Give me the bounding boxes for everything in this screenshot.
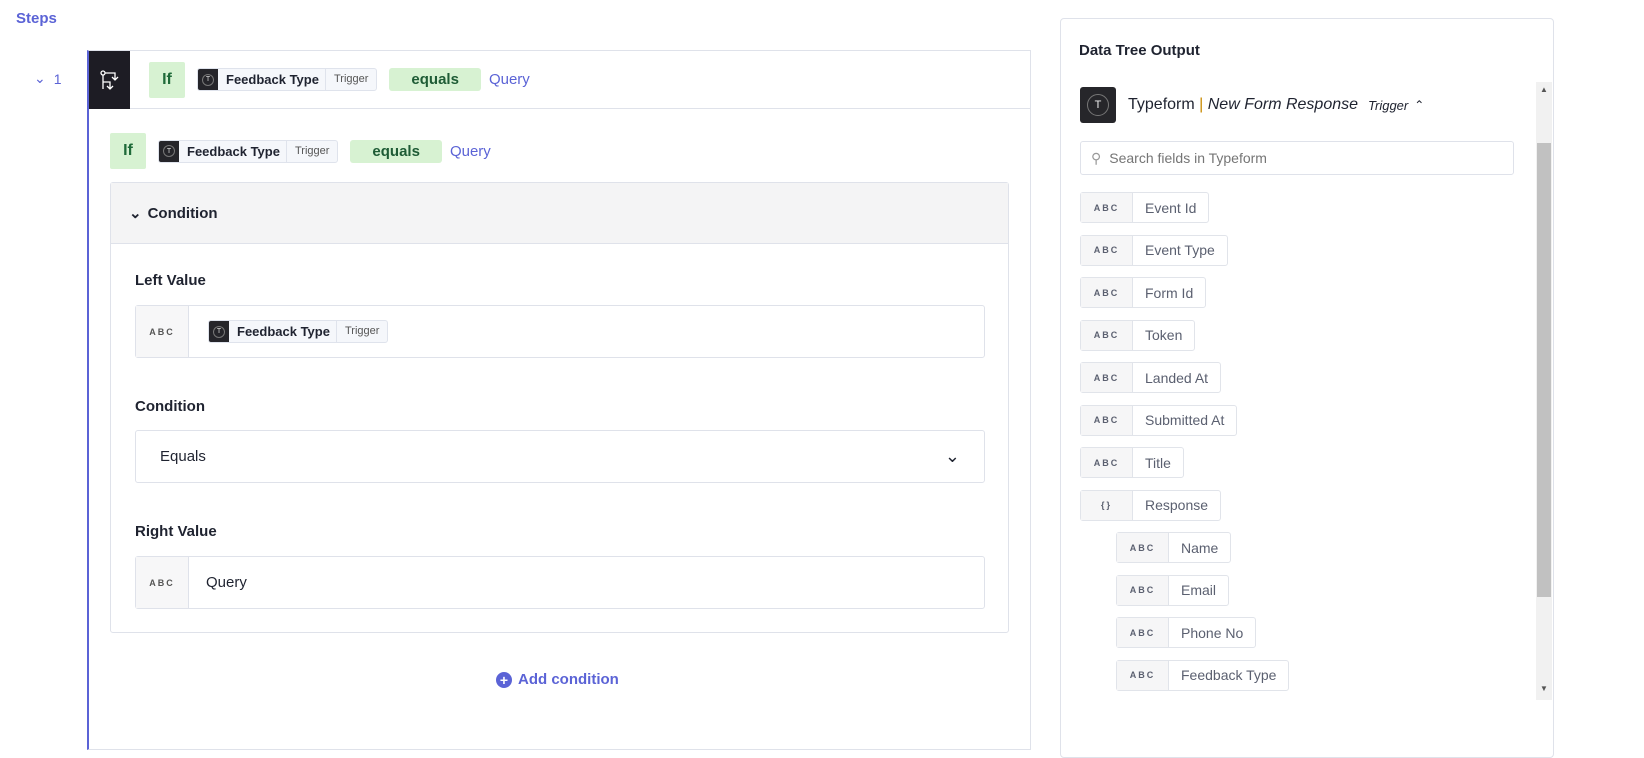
field-name: Form Id: [1145, 284, 1194, 301]
search-input[interactable]: [1109, 150, 1490, 166]
chevron-down-icon: ⌄: [944, 446, 960, 466]
app-name: Typeform: [1128, 96, 1195, 113]
type-badge: {}: [1081, 490, 1133, 520]
condition-select[interactable]: Equals ⌄: [135, 430, 985, 483]
right-value-label: Right Value: [135, 523, 217, 540]
source-tag: Trigger: [324, 69, 376, 90]
field-item[interactable]: ABC Title: [1080, 447, 1184, 478]
type-badge: ABC: [1081, 193, 1133, 222]
type-badge: ABC: [136, 557, 189, 608]
chevron-up-icon: ⌃: [1414, 98, 1425, 112]
type-badge: ABC: [1081, 448, 1133, 477]
field-name: Email: [1181, 582, 1217, 598]
typeform-source-toggle[interactable]: T Typeform | New Form Response Trigger ⌃: [1080, 87, 1424, 123]
field-name: Event Type: [1145, 242, 1215, 258]
branch-icon: [89, 50, 130, 109]
source-tag: Trigger: [285, 140, 337, 162]
add-condition-button[interactable]: + Add condition: [496, 671, 619, 688]
field-chip: T Feedback Type Trigger: [197, 68, 378, 91]
operator-chip: equals: [350, 139, 442, 163]
right-value-input[interactable]: ABC Query: [135, 556, 985, 609]
plus-circle-icon: +: [496, 671, 512, 688]
step-header[interactable]: If T Feedback Type Trigger equals Query: [89, 50, 1030, 109]
field-name: Response: [1145, 497, 1209, 513]
step-number: 1: [53, 70, 62, 87]
type-badge: ABC: [1117, 533, 1169, 562]
value-text: Query: [488, 71, 530, 88]
field-name: Submitted At: [1145, 412, 1225, 428]
separator: |: [1199, 96, 1204, 113]
search-fields[interactable]: ⚲: [1080, 141, 1514, 175]
field-name: Feedback Type: [226, 72, 319, 87]
field-item[interactable]: ABC Event Type: [1080, 234, 1228, 266]
steps-heading: Steps: [16, 10, 57, 27]
type-badge: ABC: [1081, 235, 1133, 265]
step-card: If T Feedback Type Trigger equals Query: [87, 50, 1031, 750]
typeform-icon: T: [198, 69, 218, 90]
type-badge: ABC: [1081, 363, 1133, 392]
event-name: New Form Response: [1207, 96, 1359, 113]
field-item[interactable]: ABC Email: [1116, 574, 1230, 606]
field-name: Landed At: [1145, 369, 1209, 386]
field-name: Feedback Type: [237, 324, 330, 339]
field-name: Phone No: [1181, 624, 1244, 641]
condition-value: Equals: [160, 448, 206, 465]
type-badge: ABC: [1117, 618, 1169, 647]
condition-title: Condition: [147, 204, 218, 222]
condition-panel: ⌄ Condition Left Value ABC T Feedback Type…: [110, 182, 1009, 633]
field-name: Feedback Type: [187, 143, 280, 159]
field-item[interactable]: {} Response: [1080, 489, 1222, 521]
data-tree-title: Data Tree Output: [1079, 42, 1200, 59]
field-item[interactable]: ABC Form Id: [1080, 277, 1207, 308]
field-item[interactable]: ABC Landed At: [1080, 362, 1222, 393]
search-icon: ⚲: [1091, 149, 1102, 166]
field-item[interactable]: ABC Submitted At: [1080, 404, 1238, 436]
field-chip: T Feedback Type Trigger: [208, 320, 389, 343]
source-tag: Trigger: [335, 321, 387, 342]
type-badge: ABC: [1081, 320, 1133, 350]
field-item[interactable]: ABC Phone No: [1116, 617, 1257, 648]
type-badge: ABC: [1117, 575, 1169, 605]
chevron-down-icon: ⌄: [34, 70, 46, 86]
field-name: Title: [1145, 454, 1171, 471]
typeform-icon: T: [209, 321, 229, 342]
value-text: Query: [449, 142, 491, 160]
field-item[interactable]: ABC Name: [1116, 532, 1232, 563]
typeform-icon: T: [159, 140, 179, 162]
if-label: If: [110, 133, 146, 169]
add-condition-label: Add condition: [518, 671, 619, 688]
operator-chip: equals: [389, 68, 481, 91]
scroll-down-icon[interactable]: ▼: [1540, 684, 1548, 693]
field-item[interactable]: ABC Event Id: [1080, 192, 1210, 223]
field-name: Name: [1181, 539, 1219, 556]
field-item[interactable]: ABC Token: [1080, 319, 1196, 351]
field-chip: T Feedback Type Trigger: [158, 139, 339, 163]
condition-panel-header[interactable]: ⌄ Condition: [111, 183, 1008, 244]
field-name: Feedback Type: [1181, 667, 1277, 683]
typeform-icon: T: [1080, 87, 1116, 123]
type-badge: ABC: [1081, 405, 1133, 435]
condition-summary: If T Feedback Type Trigger equals Query: [110, 133, 491, 169]
field-name: Event Id: [1145, 199, 1197, 216]
chevron-down-icon: ⌄: [129, 205, 142, 222]
right-value-text: Query: [206, 574, 247, 591]
trigger-badge: Trigger: [1368, 97, 1409, 113]
type-badge: ABC: [1117, 660, 1169, 690]
scrollbar-thumb[interactable]: [1537, 143, 1551, 597]
type-badge: ABC: [1081, 278, 1133, 307]
condition-label: Condition: [135, 398, 205, 415]
if-label: If: [149, 61, 185, 98]
step-toggle[interactable]: ⌄ 1: [34, 70, 62, 87]
scroll-up-icon[interactable]: ▲: [1540, 85, 1548, 94]
left-value-input[interactable]: ABC T Feedback Type Trigger: [135, 305, 985, 358]
left-value-label: Left Value: [135, 272, 206, 289]
type-badge: ABC: [136, 306, 189, 357]
field-name: Token: [1145, 327, 1183, 343]
field-item[interactable]: ABC Feedback Type: [1116, 659, 1290, 691]
